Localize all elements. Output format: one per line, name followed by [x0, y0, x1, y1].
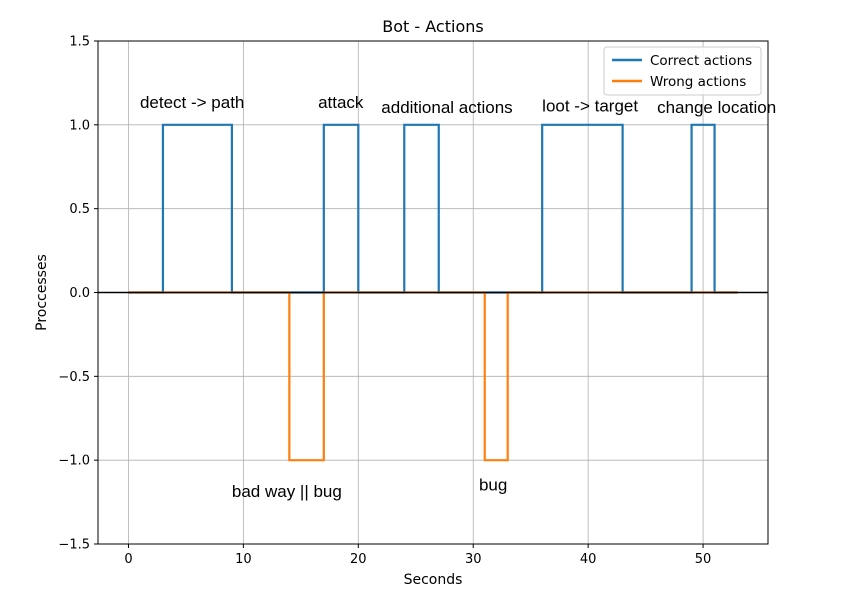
y-tick-label: −0.5: [58, 370, 90, 385]
legend: Correct actions Wrong actions: [603, 46, 762, 96]
y-tick-label: 0.5: [69, 202, 90, 217]
legend-entry: Correct actions: [650, 53, 752, 69]
x-tick-label: 40: [580, 552, 597, 567]
annotation-label: bad way || bug: [232, 482, 342, 501]
chart-title: Bot - Actions: [382, 17, 483, 36]
annotation-label: loot -> target: [542, 96, 638, 115]
annotations: detect -> path attack additional actions lo…: [140, 93, 776, 501]
y-tick-label: 1.0: [69, 118, 90, 133]
y-tick-label: 0.0: [69, 286, 90, 301]
x-tick-label: 10: [235, 552, 252, 567]
legend-entry: Wrong actions: [650, 74, 746, 90]
x-tick-label: 0: [124, 552, 132, 567]
x-tick-label: 20: [350, 552, 367, 567]
axis-ticks: 0 10 20 30 40 50 −1.5 −1.0 −0.5 0.0 0.5 1.0 1.5: [58, 35, 711, 568]
annotation-label: additional actions: [381, 98, 512, 117]
annotation-label: bug: [479, 475, 507, 494]
y-tick-label: 1.5: [69, 35, 90, 50]
x-axis-label: Seconds: [404, 572, 463, 588]
y-tick-label: −1.5: [58, 538, 90, 553]
annotation-label: change location: [657, 98, 776, 117]
x-tick-label: 50: [695, 552, 712, 567]
annotation-label: detect -> path: [140, 93, 244, 112]
y-axis-label: Proccesses: [34, 254, 50, 331]
legend-box: [603, 46, 762, 96]
series-line: [128, 123, 738, 294]
x-tick-label: 30: [465, 552, 482, 567]
annotation-label: attack: [318, 93, 364, 112]
y-tick-label: −1.0: [58, 454, 90, 469]
